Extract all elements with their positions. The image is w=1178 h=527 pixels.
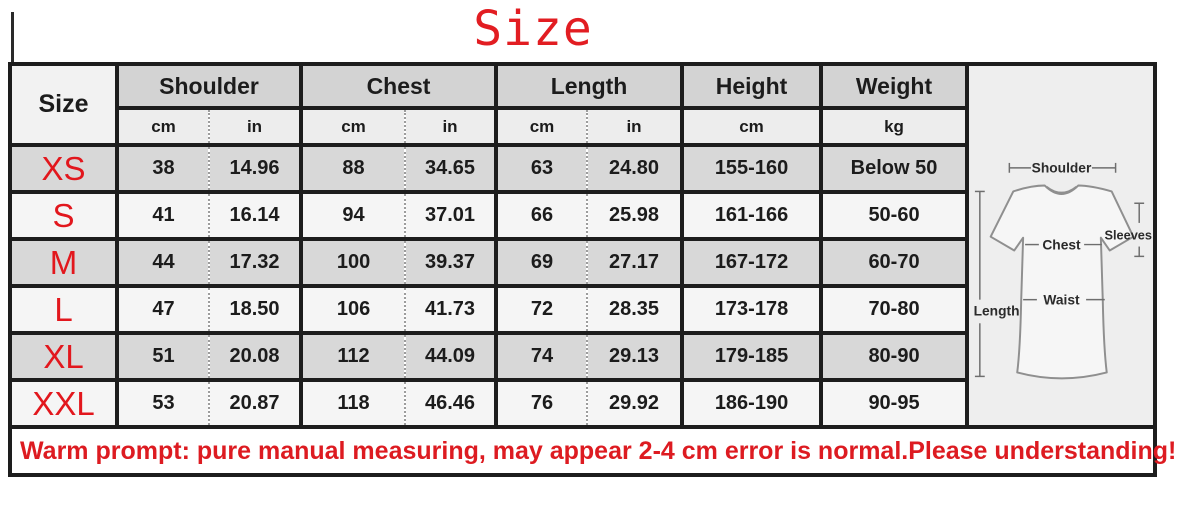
table-row-s: S 41 16.14 94 37.01 66 25.98 161-166 50-… [8, 190, 970, 241]
col-header-chest: Chest [299, 62, 499, 110]
cell-chest-in: 46.46 [404, 378, 499, 429]
cell-length-in: 27.17 [586, 237, 685, 288]
cell-shoulder-in: 20.87 [207, 378, 304, 429]
cell-shoulder-cm: 51 [115, 331, 210, 382]
measure-lines [974, 162, 1145, 378]
cell-shoulder-cm: 41 [115, 190, 210, 241]
cell-weight: 70-80 [819, 284, 970, 335]
cell-weight: 60-70 [819, 237, 970, 288]
tshirt-outline [989, 184, 1135, 380]
cell-shoulder-in: 20.08 [207, 331, 304, 382]
cell-weight: 80-90 [819, 331, 970, 382]
cell-length-cm: 74 [494, 331, 589, 382]
warning-banner: Warm prompt: pure manual measuring, may … [8, 425, 1176, 477]
cell-shoulder-cm: 38 [115, 143, 210, 194]
cell-height: 161-166 [680, 190, 824, 241]
unit-weight-kg: kg [819, 106, 970, 147]
page-title: Size [473, 1, 593, 57]
group-header-row: Size Shoulder Chest Length Height Weight [8, 62, 970, 147]
size-table: Size Shoulder Chest Length Height Weight… [8, 62, 970, 429]
col-header-weight: Weight [819, 62, 970, 110]
cell-size: XS [8, 143, 119, 194]
col-header-shoulder: Shoulder [114, 62, 304, 110]
collar-line [1046, 185, 1077, 194]
col-header-size: Size [8, 62, 119, 147]
cell-length-cm: 66 [494, 190, 589, 241]
cell-shoulder-cm: 53 [115, 378, 210, 429]
cell-length-cm: 72 [494, 284, 589, 335]
cell-length-cm: 69 [494, 237, 589, 288]
table-row-xl: XL 51 20.08 112 44.09 74 29.13 179-185 8… [8, 331, 970, 382]
table-row-m: M 44 17.32 100 39.37 69 27.17 167-172 60… [8, 237, 970, 288]
cell-size: M [8, 237, 119, 288]
cell-shoulder-cm: 47 [115, 284, 210, 335]
cell-shoulder-in: 16.14 [207, 190, 304, 241]
table-row-l: L 47 18.50 106 41.73 72 28.35 173-178 70… [8, 284, 970, 335]
cell-weight: 50-60 [819, 190, 970, 241]
unit-shoulder-in: in [207, 106, 304, 147]
table-row-xs: XS 38 14.96 88 34.65 63 24.80 155-160 Be… [8, 143, 970, 194]
cell-height: 155-160 [680, 143, 824, 194]
chart-frame: Size Shoulder Chest Length Height Weight… [8, 62, 1176, 477]
cell-chest-cm: 100 [299, 237, 407, 288]
cell-chest-in: 39.37 [404, 237, 499, 288]
diagram-sleeves-label: Sleeves [1104, 228, 1152, 243]
table-and-diagram: Size Shoulder Chest Length Height Weight… [8, 62, 1157, 429]
unit-length-in: in [586, 106, 685, 147]
tshirt-diagram: Shoulder Sleeves Chest Waist Length [974, 161, 1152, 380]
unit-chest-in: in [404, 106, 499, 147]
cell-chest-in: 34.65 [404, 143, 499, 194]
cell-height: 167-172 [680, 237, 824, 288]
diagram-length-label: Length [974, 303, 1020, 318]
cell-shoulder-in: 14.96 [207, 143, 304, 194]
col-header-length: Length [494, 62, 685, 110]
unit-shoulder-cm: cm [115, 106, 210, 147]
cell-chest-in: 37.01 [404, 190, 499, 241]
cell-chest-cm: 112 [299, 331, 407, 382]
cell-length-in: 28.35 [586, 284, 685, 335]
table-row-xxl: XXL 53 20.87 118 46.46 76 29.92 186-190 … [8, 378, 970, 429]
cell-weight: 90-95 [819, 378, 970, 429]
cell-size: XXL [8, 378, 119, 429]
cell-length-in: 29.92 [586, 378, 685, 429]
cell-height: 179-185 [680, 331, 824, 382]
cell-chest-cm: 94 [299, 190, 407, 241]
title-row: Size [0, 0, 1066, 60]
unit-length-cm: cm [494, 106, 589, 147]
cell-length-cm: 76 [494, 378, 589, 429]
cell-height: 173-178 [680, 284, 824, 335]
unit-header-row: cm in cm in cm in cm kg [10, 106, 970, 147]
cell-size: S [8, 190, 119, 241]
cell-size: L [8, 284, 119, 335]
unit-chest-cm: cm [299, 106, 407, 147]
left-frame-line [11, 12, 14, 66]
col-header-height: Height [680, 62, 824, 110]
cell-chest-in: 44.09 [404, 331, 499, 382]
cell-length-in: 25.98 [586, 190, 685, 241]
cell-chest-cm: 106 [299, 284, 407, 335]
diagram-shoulder-label: Shoulder [1032, 161, 1092, 176]
cell-length-in: 29.13 [586, 331, 685, 382]
warning-text: Warm prompt: pure manual measuring, may … [20, 436, 1177, 465]
cell-shoulder-cm: 44 [115, 237, 210, 288]
cell-chest-cm: 118 [299, 378, 407, 429]
cell-length-cm: 63 [494, 143, 589, 194]
cell-chest-cm: 88 [299, 143, 407, 194]
cell-height: 186-190 [680, 378, 824, 429]
diagram-waist-label: Waist [1043, 293, 1080, 308]
measurement-diagram-panel: Shoulder Sleeves Chest Waist Length [969, 62, 1157, 429]
cell-shoulder-in: 17.32 [207, 237, 304, 288]
cell-size: XL [8, 331, 119, 382]
cell-weight: Below 50 [819, 143, 970, 194]
cell-chest-in: 41.73 [404, 284, 499, 335]
cell-shoulder-in: 18.50 [207, 284, 304, 335]
unit-height-cm: cm [680, 106, 824, 147]
diagram-chest-label: Chest [1042, 237, 1081, 252]
cell-length-in: 24.80 [586, 143, 685, 194]
